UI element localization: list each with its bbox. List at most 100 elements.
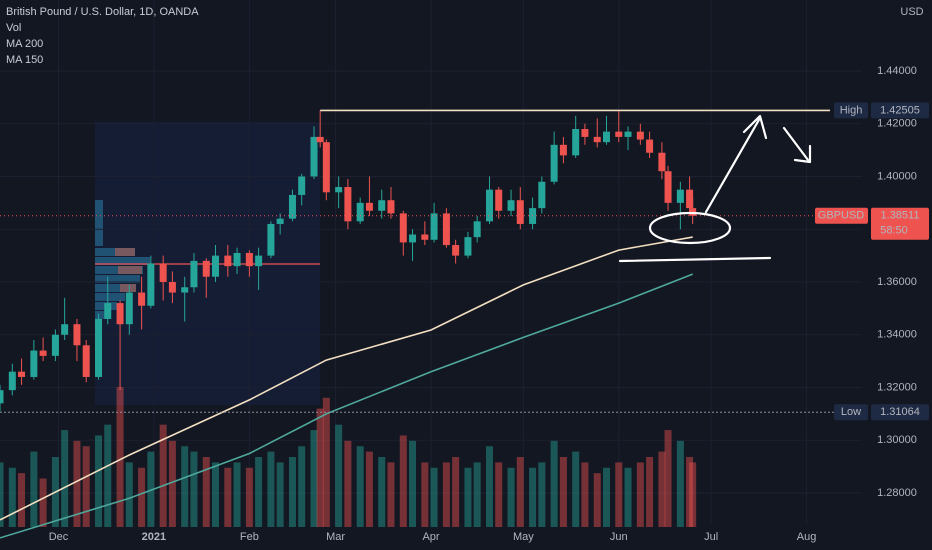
level-value: 1.42505 — [880, 104, 920, 116]
volume-bar — [255, 457, 263, 527]
profile-bar — [95, 293, 125, 301]
chart-title: British Pound / U.S. Dollar, 1D, OANDA — [6, 6, 199, 18]
volume-bar — [168, 440, 176, 527]
candle-body — [18, 371, 26, 377]
volume-bar — [378, 457, 386, 527]
volume-bar — [233, 462, 241, 527]
study-label: MA 150 — [6, 54, 43, 66]
profile-bar — [120, 284, 136, 292]
volume-bar — [288, 457, 296, 527]
level-value-tag — [871, 404, 929, 421]
candle-body — [116, 303, 124, 325]
volume-bar — [464, 467, 472, 527]
volume-bar — [190, 451, 198, 527]
candle-body — [399, 213, 407, 243]
volume-bar — [365, 451, 373, 527]
candle-body — [138, 292, 146, 306]
volume-bar — [30, 451, 38, 527]
candle-body — [316, 136, 324, 143]
plot-area — [0, 0, 862, 539]
volume-bar — [602, 467, 610, 527]
candle-body — [190, 260, 198, 288]
support-stroke — [618, 256, 772, 263]
volume-bar — [636, 462, 644, 527]
y-tick-label: 1.30000 — [877, 434, 917, 446]
candle-body — [593, 136, 601, 143]
volume-bar — [73, 440, 81, 527]
header: British Pound / U.S. Dollar, 1D, OANDA V… — [6, 6, 929, 543]
candle-body — [464, 237, 472, 256]
candle-body — [485, 189, 493, 222]
candle-body — [212, 255, 219, 277]
x-tick-label: Aug — [797, 531, 817, 543]
y-tick-label: 1.40000 — [877, 170, 917, 182]
ma-line — [0, 236, 693, 521]
candle-body — [95, 318, 103, 377]
candle-body — [452, 245, 460, 256]
volume-bar — [356, 446, 364, 527]
level-name: High — [840, 104, 863, 116]
volume-bar — [593, 473, 601, 527]
candle-body — [0, 390, 4, 404]
volume-bar — [159, 424, 167, 527]
volume-bar — [18, 473, 26, 527]
candle-body — [39, 350, 47, 356]
candle-body — [356, 202, 364, 222]
candle-body — [421, 234, 429, 240]
study-label: MA 200 — [6, 38, 43, 50]
profile-bar — [115, 248, 135, 256]
candle-body — [147, 263, 155, 306]
volume-bar — [245, 467, 253, 527]
volume-bar — [538, 462, 546, 527]
volume-bar — [8, 467, 16, 527]
volume-bar — [615, 462, 623, 527]
candle-body — [495, 189, 503, 211]
volume-bar — [82, 446, 90, 527]
level-tag — [834, 102, 868, 119]
candle-body — [615, 131, 623, 137]
level-value-tag — [871, 102, 929, 119]
volume-bar — [664, 430, 672, 527]
candle-body — [335, 187, 343, 193]
candle-body — [686, 189, 694, 209]
countdown-label: 58:50 — [880, 225, 908, 237]
volume-bar — [646, 457, 654, 527]
candle-body — [387, 200, 395, 214]
volume-bar — [658, 451, 666, 527]
currency-label: USD — [900, 6, 923, 18]
volume-bar — [676, 440, 684, 527]
candle-body — [378, 200, 386, 211]
profile-bar — [118, 266, 142, 274]
price-tag — [871, 207, 929, 240]
volume-bar — [224, 467, 232, 527]
volume-bar — [442, 462, 450, 527]
y-tick-label: 1.42000 — [877, 118, 917, 130]
volume-bar — [298, 446, 306, 527]
candle-body — [82, 345, 90, 377]
volume-bar — [452, 457, 460, 527]
candle-body — [658, 152, 666, 172]
candle-body — [202, 260, 210, 277]
volume-bar — [529, 467, 537, 527]
candle-body — [168, 281, 176, 293]
x-tick-label: May — [513, 531, 534, 543]
profile-bar — [95, 275, 140, 283]
candle-body — [572, 128, 580, 156]
candle-body — [559, 144, 567, 156]
candle-body — [550, 144, 558, 182]
volume-bar — [624, 467, 632, 527]
volume-bar — [473, 462, 481, 527]
y-tick-label: 1.34000 — [877, 329, 917, 341]
y-tick-label: 1.36000 — [877, 276, 917, 288]
volume-bar — [61, 430, 69, 527]
volume-bar — [581, 462, 589, 527]
volume-bar — [485, 446, 493, 527]
candle-body — [245, 252, 253, 267]
volume-bar — [310, 430, 318, 527]
candle-body — [73, 324, 81, 346]
volume-bar — [104, 424, 112, 527]
candle-body — [288, 194, 296, 219]
profile-bar — [95, 284, 133, 292]
candle-body — [516, 200, 524, 224]
